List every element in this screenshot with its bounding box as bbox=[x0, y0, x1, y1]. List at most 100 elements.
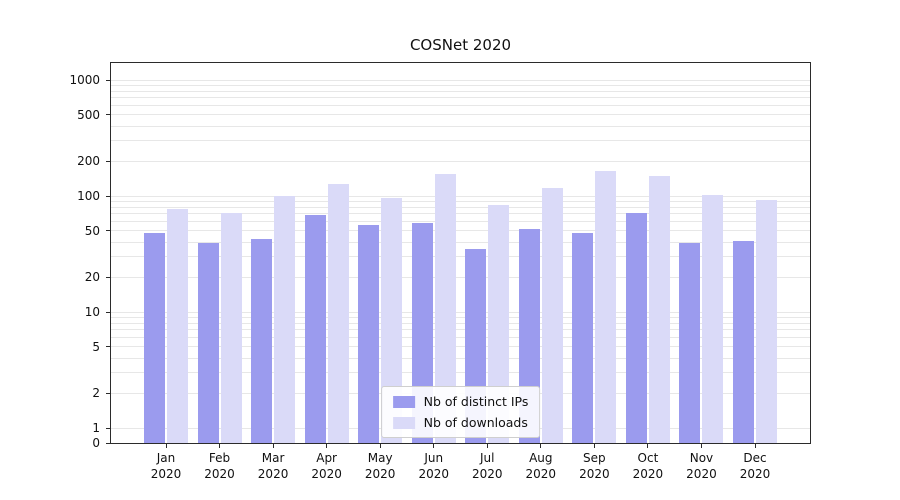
gridline bbox=[111, 206, 810, 208]
bar-nb-of-distinct-ips-feb-2020 bbox=[197, 243, 219, 443]
x-tick-mark bbox=[433, 444, 435, 448]
y-tick-label: 5 bbox=[92, 339, 100, 354]
gridline bbox=[111, 372, 810, 374]
legend-label-downloads: Nb of downloads bbox=[423, 415, 528, 430]
x-tick-label: Apr 2020 bbox=[311, 451, 342, 481]
bar-nb-of-downloads-dec-2020 bbox=[756, 199, 777, 443]
y-tick-mark bbox=[106, 442, 110, 444]
x-tick-mark bbox=[219, 444, 221, 448]
bar-nb-of-downloads-may-2020 bbox=[381, 197, 403, 443]
y-tick-label: 100 bbox=[77, 189, 100, 203]
x-tick-label: Aug 2020 bbox=[525, 451, 557, 481]
gridline bbox=[111, 329, 810, 331]
gridline bbox=[111, 160, 810, 162]
y-tick-label: 2 bbox=[92, 386, 100, 401]
gridline bbox=[111, 276, 810, 278]
legend-item-downloads: Nb of downloads bbox=[392, 415, 529, 430]
gridline bbox=[111, 256, 810, 258]
bar-nb-of-distinct-ips-jan-2020 bbox=[144, 232, 165, 443]
x-tick-label: Jun 2020 bbox=[418, 451, 449, 481]
bar-nb-of-downloads-jan-2020 bbox=[167, 208, 188, 443]
gridline bbox=[111, 125, 810, 127]
y-tick-mark bbox=[106, 276, 110, 278]
gridline bbox=[111, 114, 810, 116]
x-tick-label: Mar 2020 bbox=[257, 451, 289, 481]
y-tick-mark bbox=[106, 79, 110, 81]
bar-nb-of-downloads-feb-2020 bbox=[220, 213, 242, 443]
bar-nb-of-downloads-jul-2020 bbox=[488, 205, 510, 443]
bar-nb-of-distinct-ips-oct-2020 bbox=[625, 213, 647, 443]
gridline bbox=[111, 311, 810, 313]
x-tick-mark bbox=[540, 444, 542, 448]
y-tick-mark bbox=[106, 195, 110, 197]
x-tick-mark bbox=[486, 444, 488, 448]
gridline bbox=[111, 97, 810, 99]
x-tick-mark bbox=[272, 444, 274, 448]
bar-nb-of-distinct-ips-mar-2020 bbox=[251, 238, 273, 443]
legend: Nb of distinct IPs Nb of downloads bbox=[380, 386, 541, 438]
y-tick-label: 10 bbox=[84, 305, 100, 319]
legend-label-distinct-ips: Nb of distinct IPs bbox=[423, 394, 529, 409]
gridline bbox=[111, 337, 810, 339]
legend-swatch-downloads bbox=[392, 416, 415, 429]
x-tick-label: Jan 2020 bbox=[150, 451, 182, 481]
bar-nb-of-distinct-ips-dec-2020 bbox=[733, 240, 754, 443]
gridline bbox=[111, 195, 810, 197]
x-tick-mark bbox=[593, 444, 595, 448]
gridline bbox=[111, 221, 810, 223]
y-tick-mark bbox=[106, 311, 110, 313]
x-tick-mark bbox=[700, 444, 702, 448]
x-tick-mark bbox=[379, 444, 381, 448]
bar-nb-of-downloads-apr-2020 bbox=[327, 184, 349, 443]
y-tick-label: 500 bbox=[77, 107, 100, 122]
x-tick-label: Nov 2020 bbox=[686, 451, 717, 481]
y-tick-label: 200 bbox=[77, 154, 100, 169]
x-tick-label: Jul 2020 bbox=[471, 451, 503, 481]
x-tick-label: Dec 2020 bbox=[739, 451, 771, 481]
gridline bbox=[111, 105, 810, 107]
gridline bbox=[111, 230, 810, 232]
bar-nb-of-downloads-aug-2020 bbox=[541, 187, 563, 443]
x-tick-mark bbox=[165, 444, 167, 448]
y-tick-mark bbox=[106, 392, 110, 394]
legend-item-distinct-ips: Nb of distinct IPs bbox=[392, 394, 529, 409]
bar-nb-of-distinct-ips-sep-2020 bbox=[572, 232, 594, 443]
bar-nb-of-distinct-ips-nov-2020 bbox=[679, 243, 701, 443]
y-tick-label: 0 bbox=[92, 436, 100, 450]
bar-nb-of-distinct-ips-may-2020 bbox=[358, 225, 380, 443]
chart-title: COSNet 2020 bbox=[409, 36, 512, 54]
y-tick-mark bbox=[106, 230, 110, 232]
x-tick-mark bbox=[326, 444, 328, 448]
gridline bbox=[111, 346, 810, 348]
gridline bbox=[111, 90, 810, 92]
legend-swatch-distinct-ips bbox=[392, 395, 415, 408]
gridline bbox=[111, 140, 810, 142]
gridline bbox=[111, 84, 810, 86]
y-tick-mark bbox=[106, 427, 110, 429]
gridline bbox=[111, 316, 810, 318]
bar-nb-of-distinct-ips-apr-2020 bbox=[304, 215, 326, 443]
plot-area: Nb of distinct IPs Nb of downloads bbox=[110, 62, 811, 444]
y-tick-mark bbox=[106, 160, 110, 162]
x-tick-label: Oct 2020 bbox=[632, 451, 664, 481]
bar-nb-of-downloads-mar-2020 bbox=[274, 196, 296, 443]
x-tick-label: Sep 2020 bbox=[579, 451, 610, 481]
x-tick-label: Feb 2020 bbox=[204, 451, 235, 481]
y-tick-label: 20 bbox=[84, 270, 100, 285]
gridline bbox=[111, 357, 810, 359]
gridline bbox=[111, 79, 810, 81]
bar-nb-of-downloads-sep-2020 bbox=[595, 170, 617, 443]
gridline bbox=[111, 200, 810, 202]
gridline bbox=[111, 241, 810, 243]
gridline bbox=[111, 213, 810, 215]
bar-nb-of-downloads-nov-2020 bbox=[702, 195, 724, 443]
x-tick-mark bbox=[647, 444, 649, 448]
y-tick-label: 50 bbox=[84, 223, 100, 238]
x-tick-mark bbox=[754, 444, 756, 448]
x-tick-label: May 2020 bbox=[364, 451, 396, 481]
y-tick-label: 1 bbox=[92, 421, 100, 435]
bar-nb-of-downloads-jun-2020 bbox=[434, 173, 456, 443]
gridlines bbox=[111, 63, 810, 443]
bar-nb-of-downloads-oct-2020 bbox=[648, 175, 670, 443]
